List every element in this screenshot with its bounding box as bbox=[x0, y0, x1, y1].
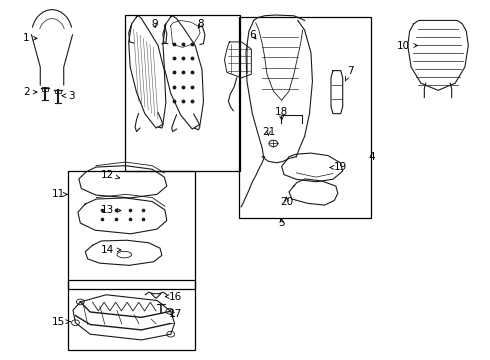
Text: 9: 9 bbox=[151, 19, 158, 29]
Text: 20: 20 bbox=[280, 197, 293, 207]
Text: 5: 5 bbox=[278, 218, 285, 228]
Text: 12: 12 bbox=[100, 170, 120, 180]
Text: 21: 21 bbox=[262, 127, 275, 136]
Text: 8: 8 bbox=[197, 19, 204, 29]
Text: 1: 1 bbox=[23, 33, 37, 43]
Text: 11: 11 bbox=[52, 189, 68, 199]
Ellipse shape bbox=[117, 251, 132, 258]
Text: 18: 18 bbox=[275, 107, 288, 120]
Text: 16: 16 bbox=[165, 292, 182, 302]
Text: 4: 4 bbox=[369, 152, 375, 162]
Circle shape bbox=[269, 140, 278, 147]
Text: 14: 14 bbox=[100, 245, 121, 255]
Text: 17: 17 bbox=[169, 310, 182, 319]
Text: 13: 13 bbox=[100, 206, 121, 216]
Circle shape bbox=[72, 320, 79, 325]
Text: 10: 10 bbox=[397, 41, 417, 50]
Circle shape bbox=[76, 299, 84, 305]
FancyBboxPatch shape bbox=[55, 90, 61, 93]
Circle shape bbox=[167, 331, 174, 337]
Circle shape bbox=[166, 309, 173, 314]
Text: 19: 19 bbox=[330, 162, 347, 172]
Text: 6: 6 bbox=[249, 30, 256, 40]
Text: 15: 15 bbox=[52, 317, 71, 327]
FancyBboxPatch shape bbox=[42, 87, 48, 91]
Text: 3: 3 bbox=[62, 91, 75, 101]
Text: 2: 2 bbox=[23, 87, 37, 97]
Text: 7: 7 bbox=[345, 66, 353, 81]
